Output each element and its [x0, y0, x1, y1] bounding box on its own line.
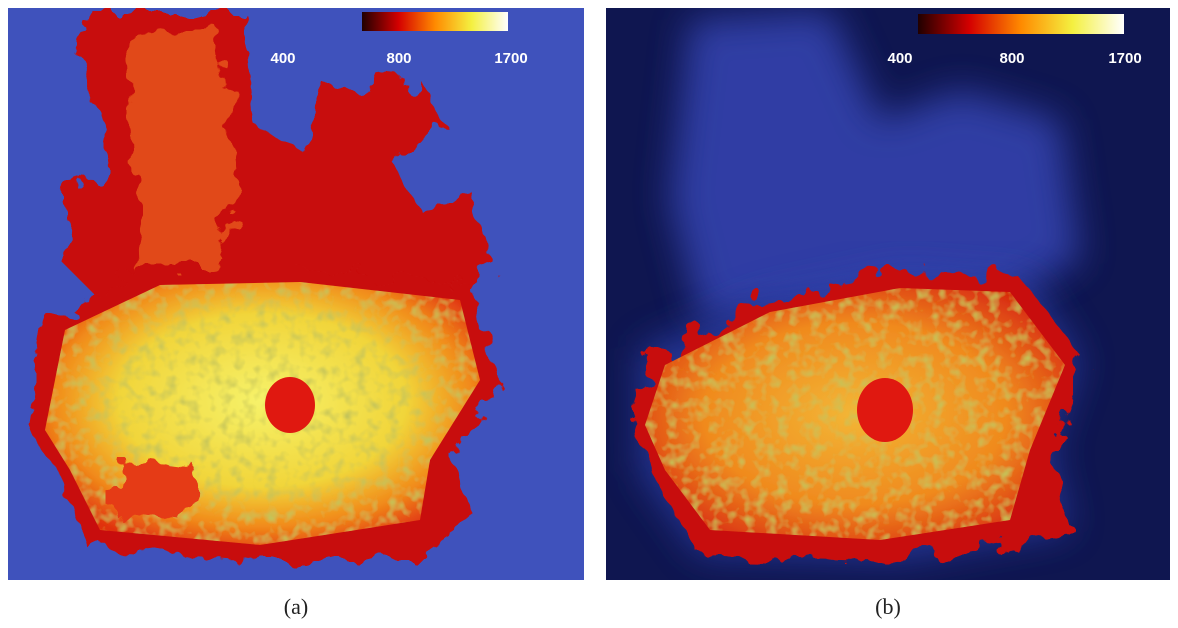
thermal-image-b: 400 800 1700 [606, 8, 1170, 580]
colorbar-tick: 800 [999, 50, 1024, 67]
colorbar-tick: 400 [887, 50, 912, 67]
thermal-image-a: 400 800 1700 [8, 8, 584, 580]
caption: (a) [284, 594, 308, 619]
caption: (b) [875, 594, 901, 619]
colorbar [362, 12, 508, 31]
colorbar-tick: 1700 [1108, 50, 1141, 67]
colorbar [918, 14, 1124, 34]
colorbar-tick: 800 [386, 50, 411, 67]
colorbar-tick: 400 [270, 50, 295, 67]
colorbar-tick: 1700 [494, 50, 527, 67]
